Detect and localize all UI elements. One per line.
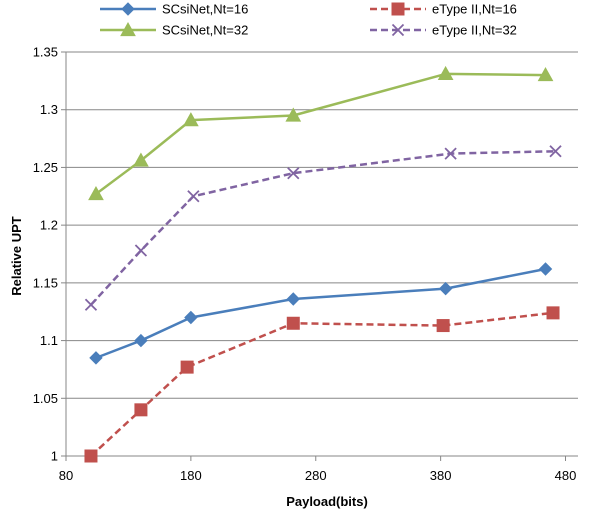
- data-point: [285, 107, 302, 122]
- y-tick-label: 1.15: [33, 275, 58, 290]
- series-line: [90, 150, 556, 306]
- legend-entry: SCsiNet,Nt=32: [100, 21, 248, 38]
- data-point: [436, 319, 450, 333]
- legend-marker: [391, 23, 405, 37]
- series-1: [89, 262, 553, 365]
- legend-marker: [120, 21, 136, 37]
- marker-stroke: [549, 145, 562, 158]
- data-point: [287, 167, 300, 180]
- data-point: [286, 292, 300, 306]
- data-point: [286, 316, 300, 330]
- legend-entry: eType II,Nt=32: [370, 23, 517, 38]
- data-point: [537, 67, 554, 82]
- series-line: [95, 72, 546, 195]
- marker-stroke: [391, 23, 405, 37]
- data-point: [134, 403, 148, 417]
- marker-stroke: [287, 167, 300, 180]
- legend: SCsiNet,Nt=16 eType II,Nt=16 SCsiNet,Nt=32…: [100, 2, 517, 38]
- x-axis: 80 180 280 380 480: [59, 456, 577, 483]
- x-tick-label: 480: [555, 468, 577, 483]
- data-point: [438, 281, 453, 296]
- y-tick-label: 1.1: [40, 333, 58, 348]
- legend-marker: [391, 2, 405, 16]
- data-point: [184, 310, 198, 325]
- series-layer: [84, 65, 562, 463]
- legend-marker: [121, 2, 135, 16]
- y-tick-label: 1: [51, 449, 58, 464]
- series-3: [88, 65, 554, 201]
- marker-stroke: [187, 190, 200, 203]
- legend-label: eType II,Nt=32: [432, 23, 517, 38]
- y-tick-label: 1.05: [33, 391, 58, 406]
- series-2: [84, 306, 560, 463]
- series-line: [95, 267, 546, 360]
- data-point: [84, 298, 98, 311]
- series-line: [90, 311, 554, 457]
- legend-entry: SCsiNet,Nt=16: [100, 2, 248, 17]
- data-point: [437, 65, 454, 81]
- data-point: [183, 112, 199, 127]
- marker-stroke: [444, 147, 457, 160]
- legend-label: SCsiNet,Nt=32: [162, 23, 248, 38]
- data-point: [549, 145, 562, 158]
- data-point: [88, 185, 104, 201]
- marker-stroke: [134, 244, 148, 257]
- x-tick-label: 80: [59, 468, 73, 483]
- data-point: [134, 244, 148, 257]
- data-point: [180, 360, 194, 374]
- data-point: [538, 262, 553, 276]
- legend-label: eType II,Nt=16: [432, 2, 517, 17]
- y-tick-label: 1.35: [33, 45, 58, 60]
- data-point: [89, 351, 103, 365]
- y-tick-label: 1.3: [40, 102, 58, 117]
- series-4: [84, 145, 562, 311]
- y-axis-title: Relative UPT: [9, 216, 24, 296]
- y-tick-label: 1.25: [33, 160, 58, 175]
- data-point: [84, 449, 98, 463]
- x-axis-title: Payload(bits): [286, 494, 368, 509]
- y-axis: 1 1.05 1.1 1.15 1.2 1.25 1.3 1.35: [33, 45, 66, 464]
- data-point: [546, 306, 560, 320]
- data-point: [444, 147, 457, 160]
- x-tick-label: 280: [305, 468, 327, 483]
- data-point: [134, 333, 148, 348]
- x-tick-label: 180: [180, 468, 202, 483]
- plot-area: [65, 52, 578, 457]
- data-point: [187, 190, 200, 203]
- marker-stroke: [84, 298, 98, 311]
- y-tick-label: 1.2: [40, 218, 58, 233]
- legend-entry: eType II,Nt=16: [370, 2, 517, 17]
- x-tick-label: 380: [430, 468, 452, 483]
- gridlines: [66, 51, 578, 457]
- legend-label: SCsiNet,Nt=16: [162, 2, 248, 17]
- data-point: [133, 152, 149, 167]
